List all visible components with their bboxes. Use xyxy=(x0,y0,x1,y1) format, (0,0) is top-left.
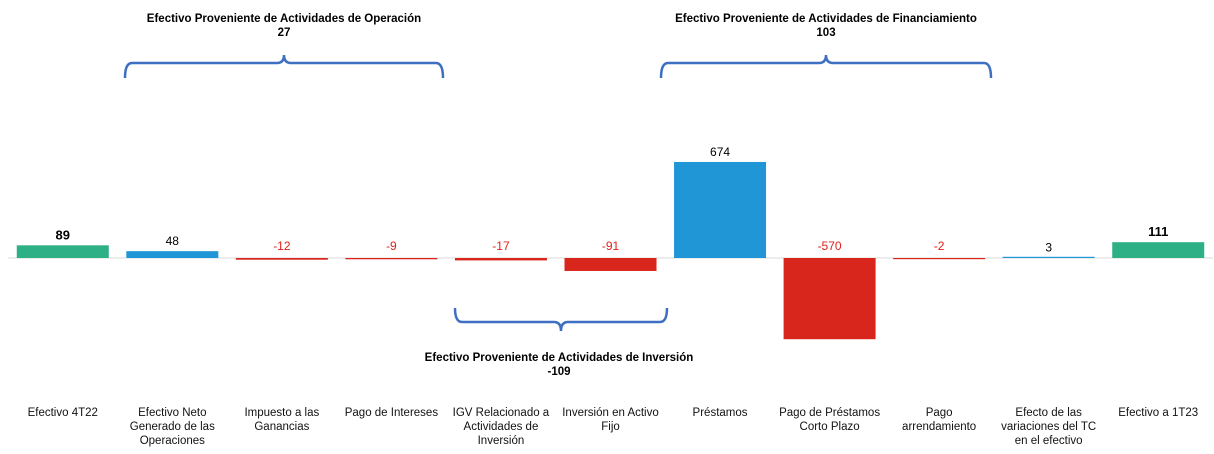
x-tick-label: Pago arrendamiento xyxy=(902,407,977,433)
x-tick-label: Efectivo 4T22 xyxy=(27,407,98,419)
value-label: -12 xyxy=(273,239,291,253)
x-tick-label: Efectivo Neto Generado de las Operacione… xyxy=(129,407,215,447)
annotation-value: 103 xyxy=(816,27,835,39)
x-tick-label: Impuesto a las Ganancias xyxy=(244,407,320,433)
bracket xyxy=(453,307,669,332)
bar xyxy=(783,258,876,340)
x-tick-label: Préstamos xyxy=(692,407,748,419)
x-tick-label: Pago de Intereses xyxy=(344,407,439,419)
bar xyxy=(345,258,438,260)
annotation-title: Efectivo Proveniente de Actividades de O… xyxy=(147,13,421,25)
x-tick-label: Efecto de las variaciones del TC en el e… xyxy=(1001,407,1097,447)
x-tick-label: Inversión en Activo Fijo xyxy=(562,407,659,433)
value-label: -2 xyxy=(934,239,945,253)
value-label: -570 xyxy=(818,239,842,253)
annotation-title: Efectivo Proveniente de Actividades de I… xyxy=(425,352,694,364)
bar xyxy=(454,258,547,261)
value-label: -9 xyxy=(386,239,397,253)
bar xyxy=(1002,256,1095,258)
bar xyxy=(126,251,219,258)
value-label: 3 xyxy=(1045,241,1052,255)
annotation-value: -109 xyxy=(547,366,570,378)
value-label: 48 xyxy=(166,234,180,248)
x-tick-label: IGV Relacionado a Actividades de Inversi… xyxy=(452,407,550,447)
annotation-value: 27 xyxy=(278,27,291,39)
bar xyxy=(893,258,986,260)
value-label: -91 xyxy=(602,239,620,253)
bar xyxy=(16,245,109,258)
value-label: 111 xyxy=(1148,224,1168,239)
bracket xyxy=(659,54,993,79)
bracket xyxy=(123,54,445,79)
bar xyxy=(1112,242,1205,258)
value-label: 674 xyxy=(710,145,730,159)
annotation-title: Efectivo Proveniente de Actividades de F… xyxy=(675,13,977,25)
bar xyxy=(674,161,767,258)
value-label: -17 xyxy=(492,239,510,253)
value-label: 89 xyxy=(56,227,70,242)
x-tick-label: Efectivo a 1T23 xyxy=(1118,407,1199,419)
bar xyxy=(235,258,328,260)
x-tick-label: Pago de Préstamos Corto Plazo xyxy=(779,407,881,433)
bar xyxy=(564,258,657,271)
